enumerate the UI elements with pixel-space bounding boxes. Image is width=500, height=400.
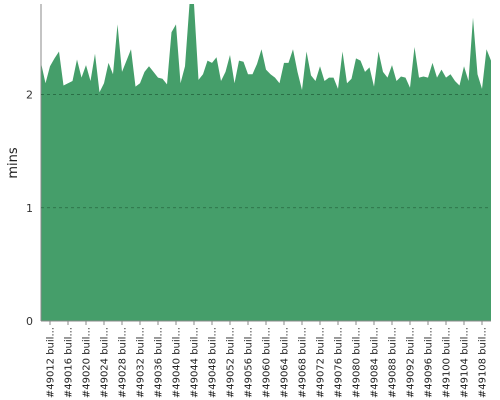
x-tick-label: #49020 buil... xyxy=(82,327,93,398)
x-tick-label: #49072 buil... xyxy=(316,327,327,398)
y-tick-label: 2 xyxy=(26,89,33,102)
x-tick-label: #49088 buil... xyxy=(388,327,399,398)
x-tick-label: #49052 buil... xyxy=(226,327,237,398)
x-tick-label: #49060 buil... xyxy=(262,327,273,398)
y-tick-label: 0 xyxy=(26,315,33,328)
area-fill xyxy=(41,4,491,321)
x-tick-label: #49092 buil... xyxy=(406,327,417,398)
area-series xyxy=(41,4,491,321)
x-tick-label: #49048 buil... xyxy=(208,327,219,398)
x-tick-label: #49068 buil... xyxy=(298,327,309,398)
x-tick-label: #49056 buil... xyxy=(244,327,255,398)
x-tick-label: #49012 buil... xyxy=(46,327,57,398)
x-tick-label: #49024 buil... xyxy=(100,327,111,398)
y-axis-label: mins xyxy=(6,147,21,179)
x-tick-label: #49016 buil... xyxy=(64,327,75,398)
x-tick-label: #49028 buil... xyxy=(118,327,129,398)
x-tick-label: #49064 buil... xyxy=(280,327,291,398)
x-tick-label: #49044 buil... xyxy=(190,327,201,398)
x-tick-label: #49040 buil... xyxy=(172,327,183,398)
y-tick-labels: 0 1 2 xyxy=(26,89,33,328)
x-tick-label: #49076 buil... xyxy=(334,327,345,398)
y-tick-label: 1 xyxy=(26,202,33,215)
x-tick-label: #49032 buil... xyxy=(136,327,147,398)
x-tick-label: #49080 buil... xyxy=(352,327,363,398)
x-tick-label: #49100 buil... xyxy=(442,327,453,398)
gridlines xyxy=(41,94,491,209)
x-tick-label: #49036 buil... xyxy=(154,327,165,398)
x-tick-labels: #49012 buil... #49016 buil... #49020 buil.… xyxy=(46,321,489,398)
x-tick-label: #49096 buil... xyxy=(424,327,435,398)
x-tick-label: #49084 buil... xyxy=(370,327,381,398)
x-tick-label: #49104 buil... xyxy=(460,327,471,398)
x-tick-label: #49108 buil... xyxy=(478,327,489,398)
